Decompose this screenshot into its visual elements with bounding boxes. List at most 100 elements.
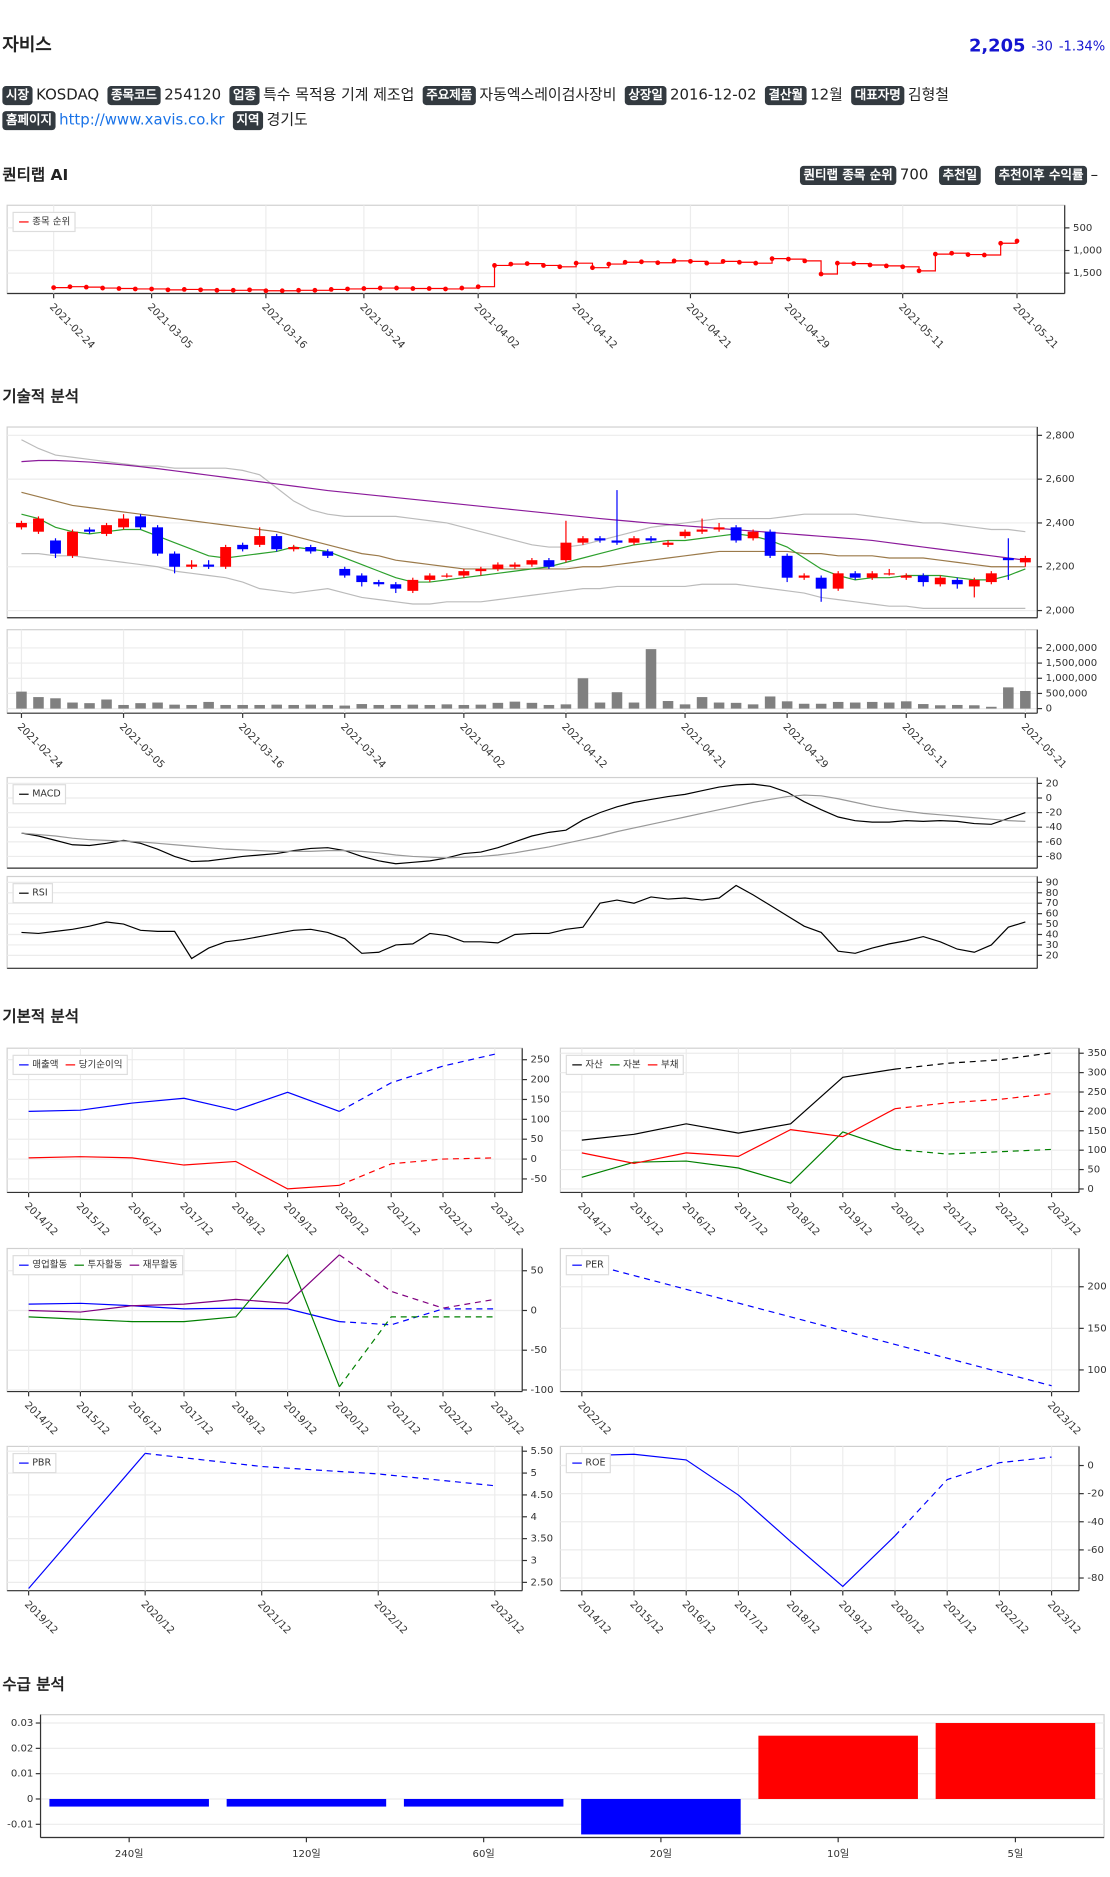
y-tick-label: -80 [1046,851,1063,862]
candle-body [594,538,606,541]
point [492,263,497,268]
legend-box [12,1255,184,1276]
candle-body [356,575,368,583]
point [247,287,252,293]
badge [764,86,807,106]
point [165,287,171,293]
badge-label: 업종 [233,87,257,102]
y-tick-label: 50 [531,1266,544,1277]
x-tick-label: 2022/12 [993,1599,1031,1637]
y-tick-label: 2,600 [1046,474,1075,485]
series-line [581,1453,896,1588]
bar [577,678,589,709]
candle-body [1002,557,1014,561]
x-tick-label: 2023/12 [1045,1201,1083,1239]
section-title: 기본적 분석 [2,1008,79,1026]
series-line [581,1261,1052,1387]
point [149,286,155,292]
x-tick-label: 5일 [1008,1848,1024,1860]
series-line [28,1091,340,1112]
point [132,286,138,292]
candle-body [628,538,640,543]
x-tick-label: 240일 [115,1848,144,1860]
bar [84,703,95,709]
badge-value: 12월 [810,86,843,104]
candle-body [322,551,334,556]
plot-frame [559,1247,1080,1393]
series-line [21,459,1026,561]
y-tick-label: 2,000,000 [1046,643,1098,654]
point [524,261,530,267]
point [279,288,285,294]
x-tick-label: 2020/12 [888,1599,926,1637]
candle-body [849,573,861,578]
badge [851,86,905,106]
bar [169,704,180,709]
bar [696,697,708,709]
point [198,287,203,293]
point [410,286,416,291]
badge-value: 254120 [164,86,221,104]
bar [237,704,248,709]
x-tick-label: 2015/12 [627,1201,665,1239]
y-tick-label: 0 [1087,1461,1093,1472]
x-tick-label: 2016/12 [126,1400,164,1438]
badge-value: 자동엑스레이검사장비 [479,86,616,104]
y-tick-label: -20 [1087,1489,1104,1500]
bar [67,702,78,709]
point [426,286,432,291]
bar [492,702,504,709]
y-tick-label: 20 [1046,950,1059,961]
candle-body [84,529,95,532]
legend-label: 투자활동 [87,1259,122,1271]
y-tick-label: 80 [1046,888,1059,899]
badge-label: 추천이후 수익률 [999,167,1084,182]
legend-label: PBR [32,1458,51,1469]
plot-frame [559,1445,1080,1592]
series-line [21,884,1026,960]
point [263,288,269,294]
point [622,259,628,265]
series-line [21,794,1026,859]
plot-frame [39,1714,1105,1839]
x-tick-label: 2021-05-11 [896,302,945,351]
x-tick-label: 2023/12 [1045,1599,1083,1637]
chart-panel: -100 -50 0 50 2014/12 2015/12 2016/12 2017/12 20… [6,1247,554,1438]
point [345,286,350,292]
badge-value[interactable]: http://www.xavis.co.kr [59,111,225,129]
y-tick-label: 1,000 [1073,246,1102,257]
y-tick-label: 300 [1087,1068,1106,1079]
y-tick-label: 250 [531,1055,550,1066]
chart-panel: 2.50 3 3.50 4 4.50 5 5.50 2019/12 2020/12 2021/12… [6,1445,554,1637]
y-tick-label: 2,000 [1046,606,1075,617]
x-tick-label: 2021/12 [385,1201,423,1239]
y-tick-label: 150 [531,1094,550,1105]
candle-body [730,527,742,541]
y-tick-label: 500 [1073,223,1092,234]
x-tick-label: 2021-03-16 [236,722,285,771]
candle-body [543,560,555,567]
y-tick-label: 4.50 [531,1490,554,1501]
y-tick-label: 0 [1046,793,1052,804]
series-line [28,1253,340,1388]
x-tick-label: 2021-03-24 [357,302,406,351]
x-tick-label: 2018/12 [784,1599,822,1637]
candle-body [169,553,181,567]
x-tick-label: 2021-04-29 [782,302,831,351]
badge-value: 김형철 [908,86,949,104]
bar [952,704,963,709]
bar [509,701,521,709]
chart-panel: -80 -60 -40 -20 0 20 MACD [6,776,1063,869]
chart-panel: -0.01 0 0.01 0.02 0.03 240일 120일 60일 20일 10일 5일 [7,1714,1105,1860]
x-tick-label: 2017/12 [177,1400,215,1438]
x-tick-label: 2018/12 [784,1201,822,1239]
legend-label: 자본 [623,1059,641,1070]
y-tick-label: 50 [1046,919,1059,930]
chart-panel: 0 50 100 150 200 250 300 350 2014/12 2015/12 2016/… [559,1047,1107,1239]
candle-body [679,531,691,537]
y-tick-label: 100 [1087,1365,1106,1376]
point [851,261,857,267]
x-tick-label: 2022/12 [436,1201,474,1239]
candle-body [883,573,895,575]
